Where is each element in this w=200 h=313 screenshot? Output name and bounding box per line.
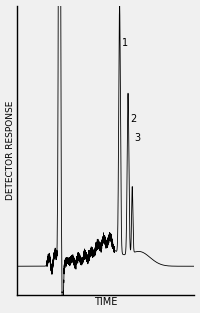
X-axis label: TIME: TIME [94,297,118,307]
Text: 1: 1 [122,38,128,48]
Text: 2: 2 [131,114,137,124]
Y-axis label: DETECTOR RESPONSE: DETECTOR RESPONSE [6,100,15,200]
Text: 3: 3 [134,133,140,143]
